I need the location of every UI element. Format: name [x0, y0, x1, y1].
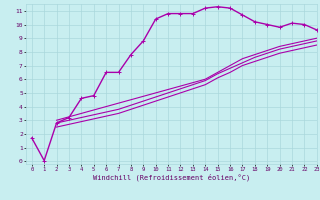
- X-axis label: Windchill (Refroidissement éolien,°C): Windchill (Refroidissement éolien,°C): [92, 173, 250, 181]
